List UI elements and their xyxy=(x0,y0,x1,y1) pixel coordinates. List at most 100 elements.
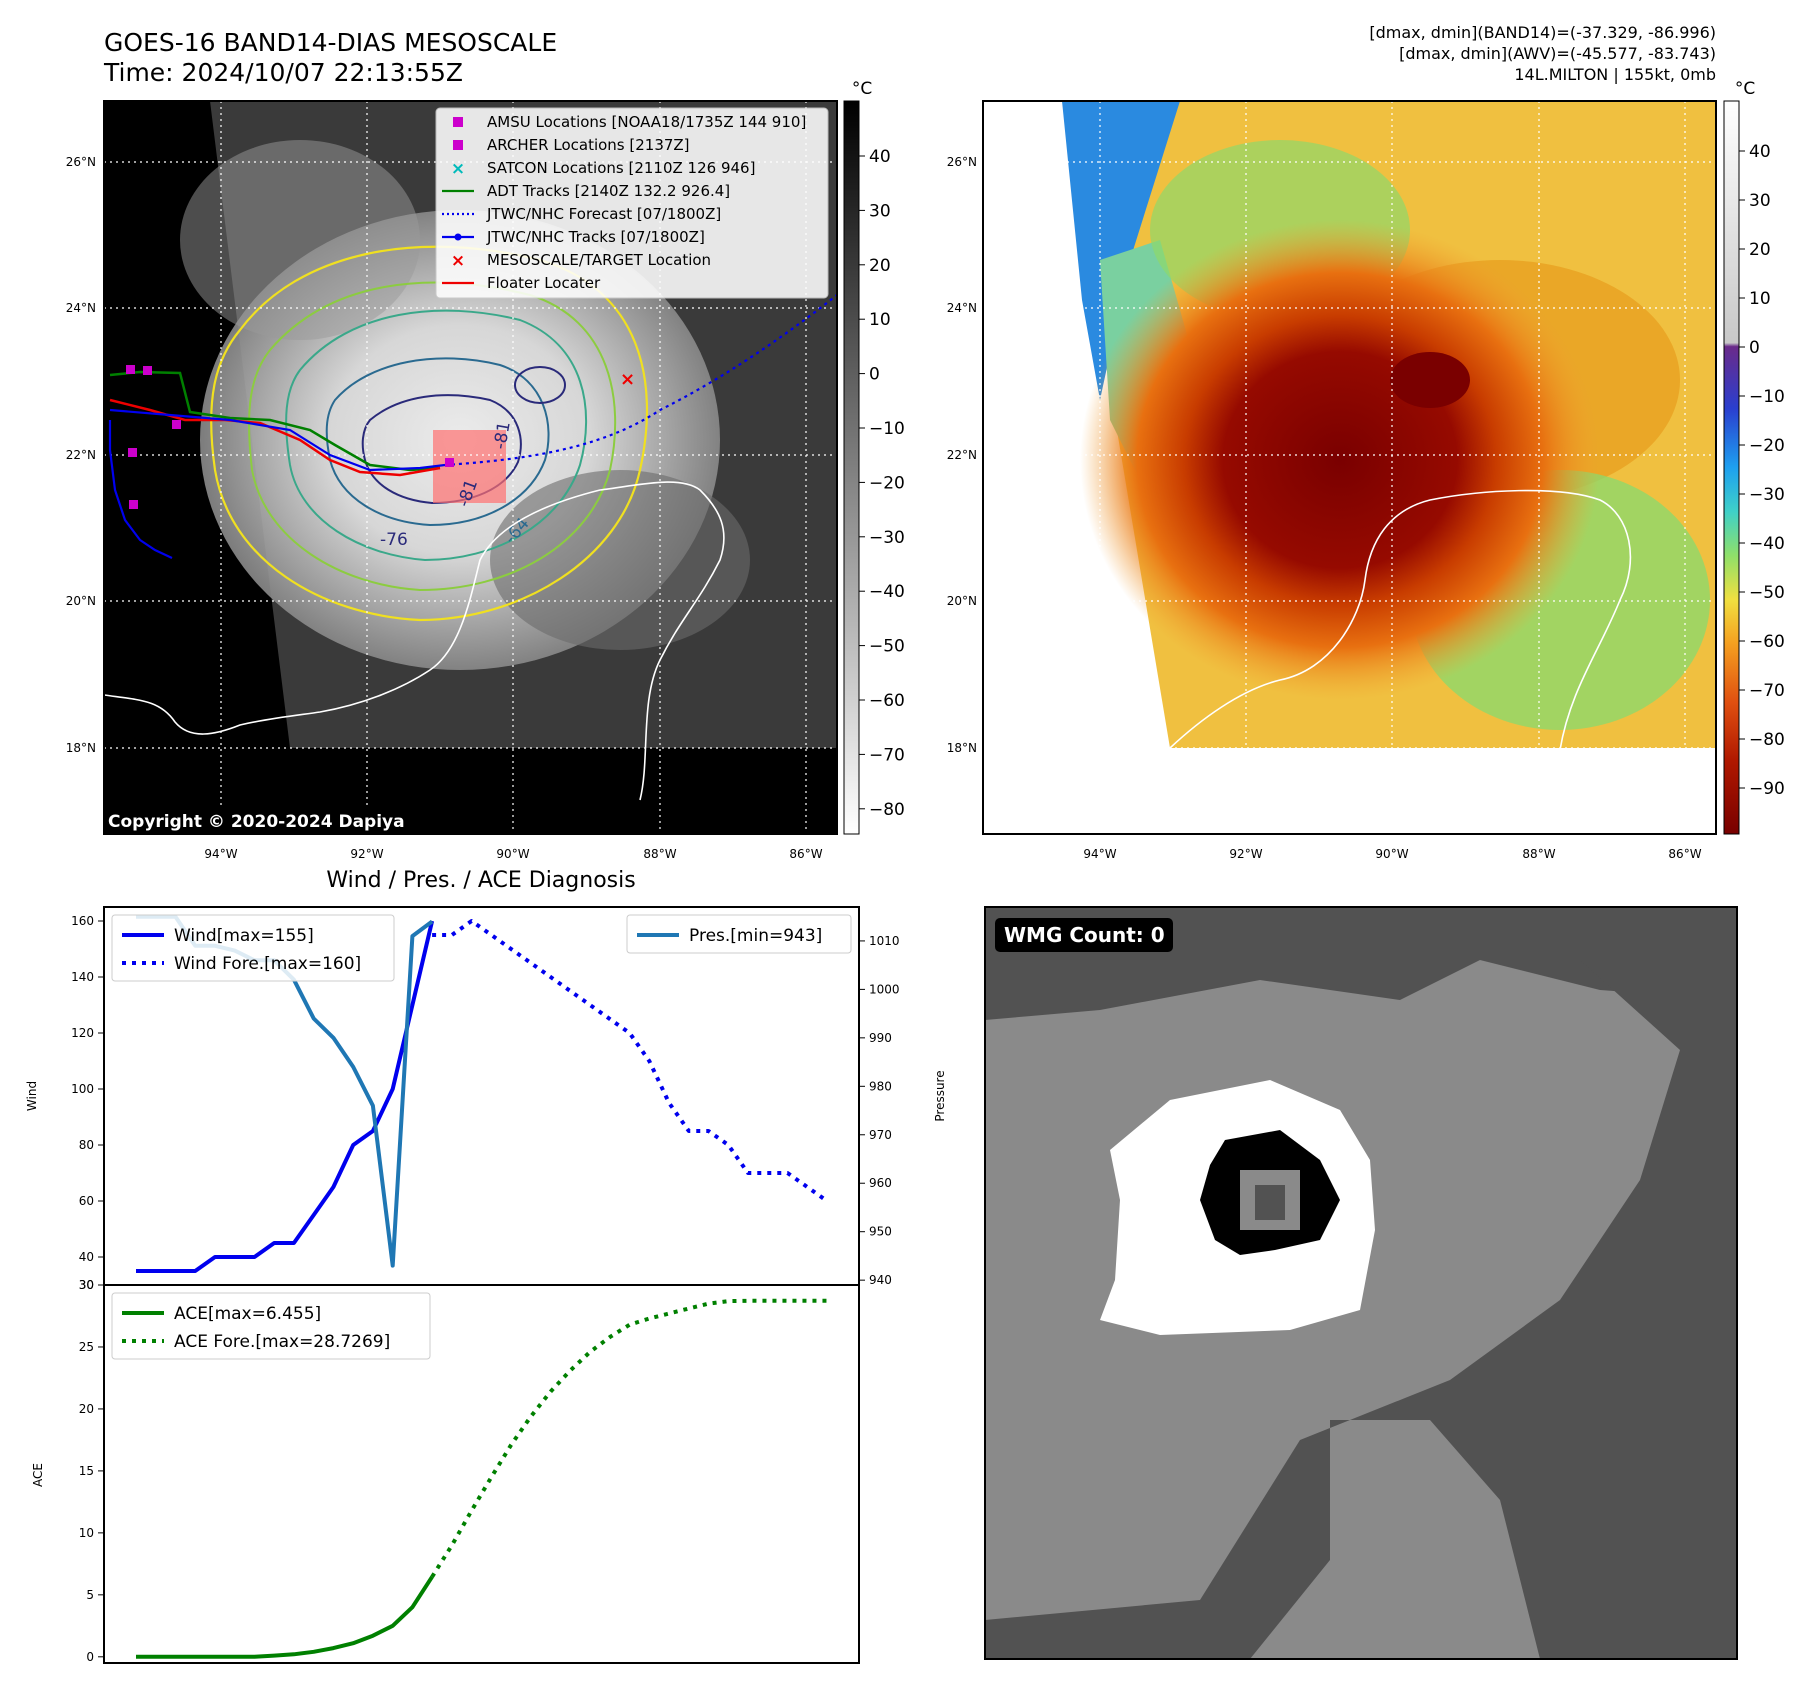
coastline xyxy=(104,481,725,801)
lat-label: 20°N xyxy=(66,594,96,608)
dmax-awv-info: [dmax, dmin](AWV)=(-45.577, -83.743) xyxy=(1399,44,1716,63)
legend-label: ADT Tracks [2140Z 132.2 926.4] xyxy=(487,182,730,200)
lon-label: 94°W xyxy=(204,847,237,861)
lon-label: 90°W xyxy=(1375,847,1408,861)
y-tick-label: 100 xyxy=(71,1082,94,1096)
diagnosis-title: Wind / Pres. / ACE Diagnosis xyxy=(326,868,635,893)
legend-label: AMSU Locations [NOAA18/1735Z 144 910] xyxy=(487,113,806,131)
y-tick-label: 140 xyxy=(71,970,94,984)
chart-legend-box xyxy=(111,1292,431,1360)
colorbar-tick-label: 10 xyxy=(869,310,891,330)
lat-label: 18°N xyxy=(66,741,96,755)
colorbar-tick-label: −60 xyxy=(869,691,905,711)
nhc-track-south xyxy=(108,420,173,559)
hurricane-core xyxy=(1080,220,1600,700)
colorbar-tick-label: −30 xyxy=(869,528,905,548)
gray-colorbar: °C 40 30 20 10 0 −10 −20 −30 −40 −50 −60 −70 −80 xyxy=(843,79,905,835)
y-right-tick-label: 980 xyxy=(869,1079,892,1093)
mesoscale-target-marker: × xyxy=(620,369,635,390)
lon-label: 94°W xyxy=(1083,847,1116,861)
storm-info: 14L.MILTON | 155kt, 0mb xyxy=(1514,65,1716,84)
figure-title: GOES-16 BAND14-DIAS MESOSCALE xyxy=(104,28,557,57)
colorbar-tick-label: −20 xyxy=(1749,436,1785,456)
y-right-tick-label: 990 xyxy=(869,1031,892,1045)
colorbar-tick-label: 20 xyxy=(869,256,891,276)
series-line-0 xyxy=(136,920,435,1273)
copyright-backdrop xyxy=(104,806,424,834)
legend-entry: AMSU Locations [NOAA18/1735Z 144 910] xyxy=(453,113,806,131)
colorbar-tick-label: −10 xyxy=(869,419,905,439)
color-colorbar-ramp xyxy=(1723,100,1740,835)
lon-label: 90°W xyxy=(496,847,529,861)
y-right-tick-label: 960 xyxy=(869,1176,892,1190)
wmg-count-badge xyxy=(995,918,1173,952)
wind-axis-label: Wind xyxy=(25,1081,39,1111)
adt-track xyxy=(109,370,441,472)
y-tick-label: 5 xyxy=(86,1588,94,1602)
legend-entry: Floater Locater xyxy=(442,274,601,292)
nhc-track xyxy=(109,408,446,472)
map2-frame xyxy=(982,100,1717,835)
legend-entry: JTWC/NHC Forecast [07/1800Z] xyxy=(442,205,721,223)
contour-teal xyxy=(285,309,588,562)
legend-marker: × xyxy=(451,159,465,179)
chart-legend-label: Wind[max=155] xyxy=(174,926,314,946)
y-tick-label: 80 xyxy=(79,1138,94,1152)
amsu-archer-markers xyxy=(126,365,454,509)
map2-lon-labels: 94°W 92°W 90°W 88°W 86°W xyxy=(1083,847,1701,861)
lat-label: 26°N xyxy=(947,155,977,169)
cloud-band xyxy=(180,140,420,340)
colorbar-tick-label: −40 xyxy=(869,582,905,602)
contour-label: -81 xyxy=(490,420,515,451)
colorbar-tick-label: 30 xyxy=(1749,191,1771,211)
coastline xyxy=(1169,489,1632,751)
map1-frame xyxy=(103,100,838,835)
copyright: Copyright © 2020-2024 Dapiya xyxy=(108,812,405,832)
y-tick-label: 160 xyxy=(71,914,94,928)
map1-lat-labels: 26°N 24°N 22°N 20°N 18°N xyxy=(66,155,96,755)
chart-legend-label: Pres.[min=943] xyxy=(689,926,822,946)
y-tick-label: 20 xyxy=(79,1402,94,1416)
y-right-tick-label: 940 xyxy=(869,1273,892,1287)
legend-entry: ARCHER Locations [2137Z] xyxy=(453,136,690,154)
series-line-0 xyxy=(136,1575,434,1659)
y-tick-label: 120 xyxy=(71,1026,94,1040)
colorbar-tick-label: −40 xyxy=(1749,534,1785,554)
colorbar-tick-label: −50 xyxy=(1749,583,1785,603)
colorbar-tick-label: 10 xyxy=(1749,289,1771,309)
chart-legend: Pres.[min=943] xyxy=(626,914,852,954)
legend-entry: × MESOSCALE/TARGET Location xyxy=(451,251,711,271)
legend-label: ARCHER Locations [2137Z] xyxy=(487,136,690,154)
legend-marker: × xyxy=(451,251,465,271)
chart-legend-label: ACE Fore.[max=28.7269] xyxy=(174,1332,390,1352)
legend-label: Floater Locater xyxy=(487,274,601,292)
chart-legend-box xyxy=(111,914,395,982)
legend-marker xyxy=(453,117,463,127)
pressure-axis-label: Pressure xyxy=(933,1070,947,1121)
legend-label: JTWC/NHC Forecast [07/1800Z] xyxy=(486,205,721,223)
legend-entry: JTWC/NHC Tracks [07/1800Z] xyxy=(442,228,705,246)
gray-colorbar-ramp xyxy=(843,100,860,835)
contour-label: -76 xyxy=(380,530,408,550)
convective-cell xyxy=(1390,352,1470,408)
chart-legend-box xyxy=(626,914,852,954)
cloud-band xyxy=(490,470,750,650)
map1-legend: AMSU Locations [NOAA18/1735Z 144 910] ARC… xyxy=(435,107,829,299)
y-tick-label: 15 xyxy=(79,1464,94,1478)
lon-label: 92°W xyxy=(350,847,383,861)
lat-label: 26°N xyxy=(66,155,96,169)
colorbar-tick-label: −30 xyxy=(1749,485,1785,505)
colorbar-tick-label: −80 xyxy=(869,800,905,820)
colorbar-tick-label: 0 xyxy=(1749,338,1760,358)
contour-navy-small xyxy=(514,366,566,404)
y-right-tick-label: 1000 xyxy=(869,982,900,996)
colorbar-tick-label: 40 xyxy=(1749,142,1771,162)
map2-lat-labels: 26°N 24°N 22°N 20°N 18°N xyxy=(947,155,977,755)
lat-label: 18°N xyxy=(947,741,977,755)
ir-color-map xyxy=(983,101,1716,834)
colorbar-tick-label: −10 xyxy=(1749,387,1785,407)
colorbar-tick-label: 20 xyxy=(1749,240,1771,260)
legend-label: SATCON Locations [2110Z 126 946] xyxy=(487,159,755,177)
map1-legend-box xyxy=(435,107,829,299)
